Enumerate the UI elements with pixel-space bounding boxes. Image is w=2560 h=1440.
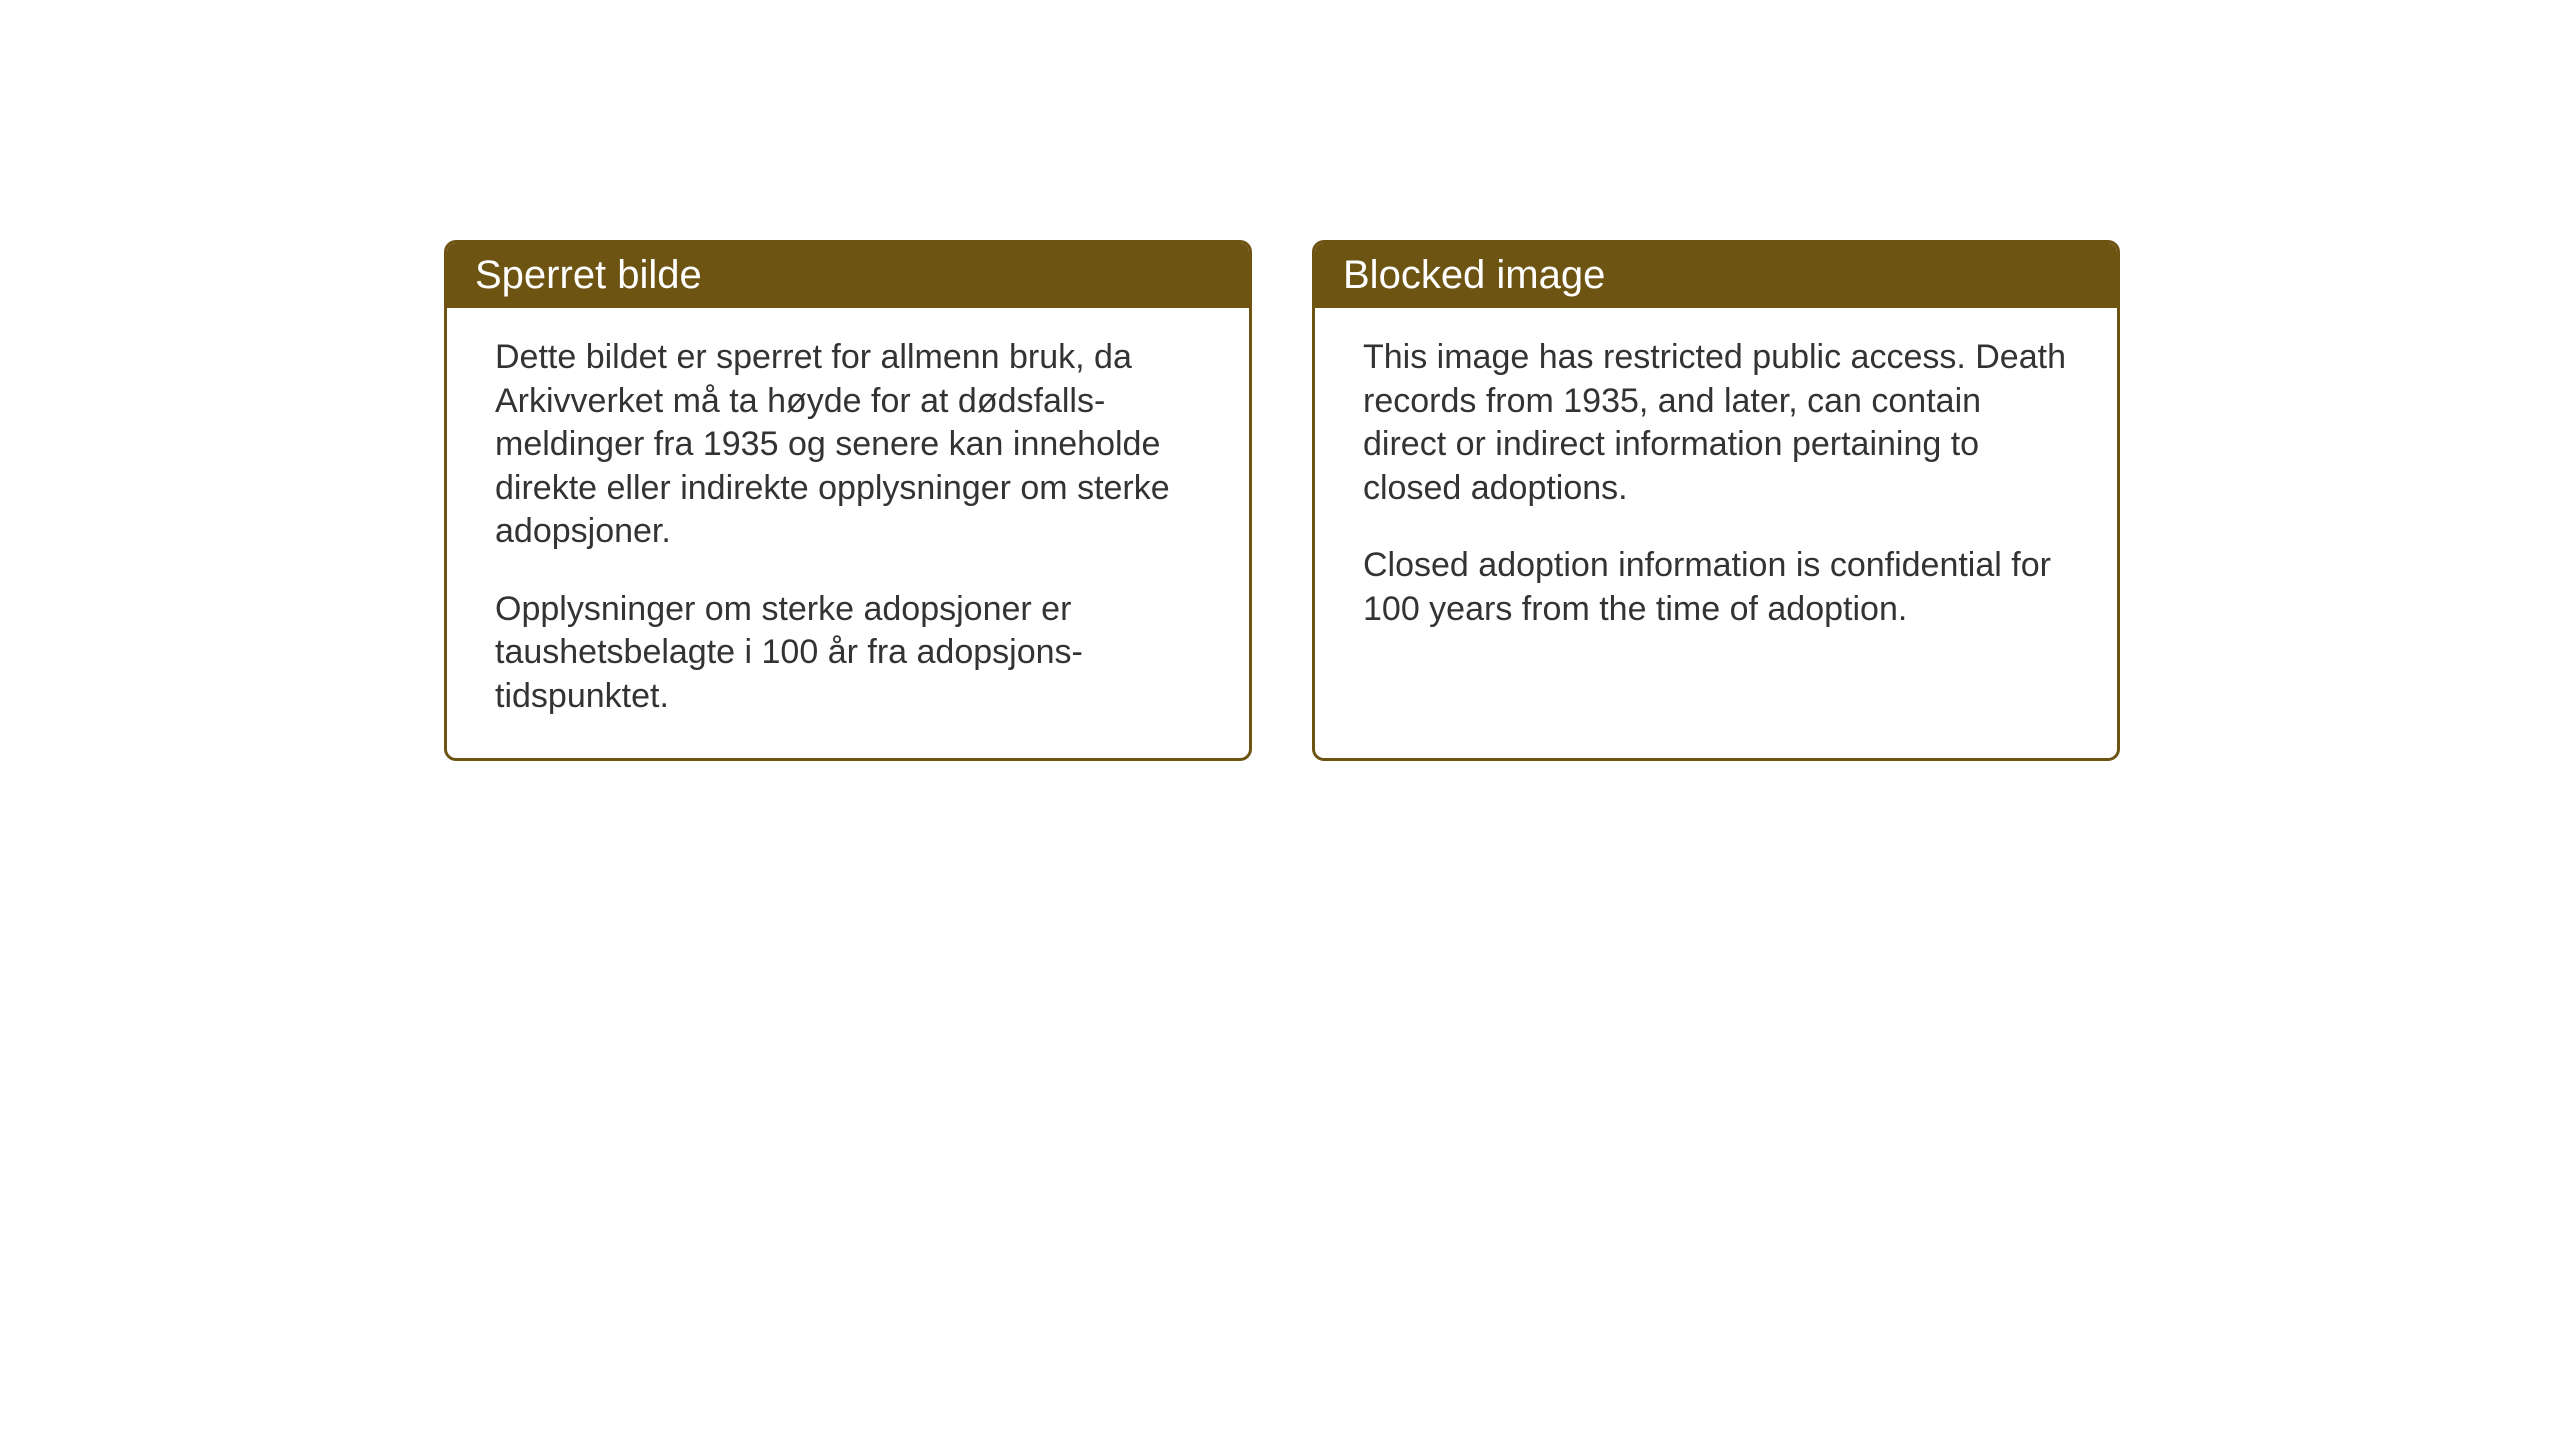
norwegian-paragraph-1: Dette bildet er sperret for allmenn bruk… <box>495 336 1201 554</box>
english-card-title: Blocked image <box>1315 243 2117 308</box>
cards-container: Sperret bilde Dette bildet er sperret fo… <box>444 240 2120 761</box>
norwegian-card-title: Sperret bilde <box>447 243 1249 308</box>
norwegian-paragraph-2: Opplysninger om sterke adopsjoner er tau… <box>495 588 1201 719</box>
norwegian-card-body: Dette bildet er sperret for allmenn bruk… <box>447 308 1249 758</box>
english-card: Blocked image This image has restricted … <box>1312 240 2120 761</box>
english-card-body: This image has restricted public access.… <box>1315 308 2117 671</box>
english-paragraph-2: Closed adoption information is confident… <box>1363 544 2069 631</box>
norwegian-card: Sperret bilde Dette bildet er sperret fo… <box>444 240 1252 761</box>
english-paragraph-1: This image has restricted public access.… <box>1363 336 2069 510</box>
